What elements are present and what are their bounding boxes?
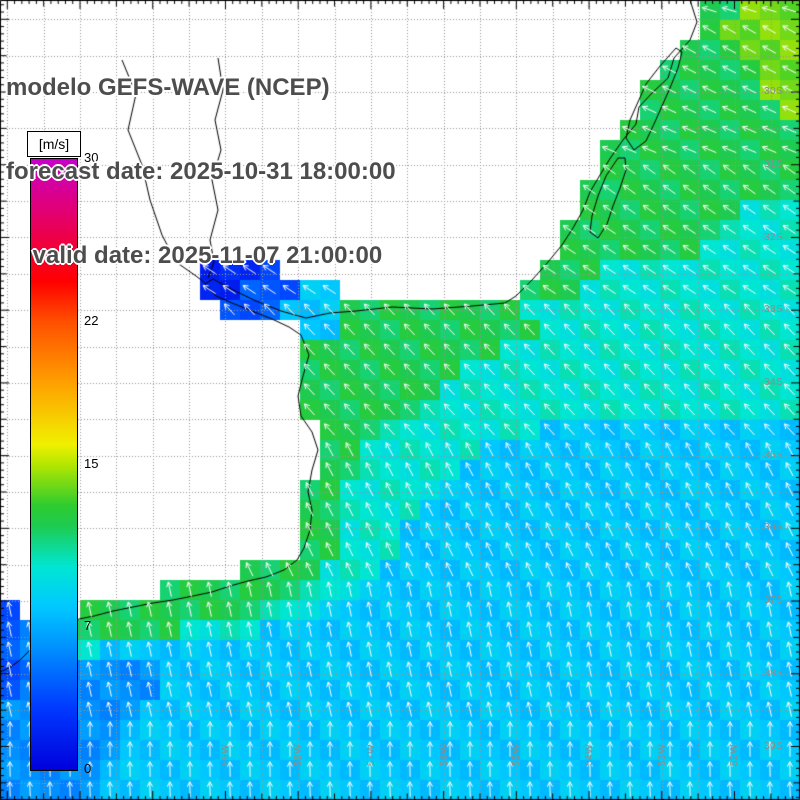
- latitude-label: 36S: [764, 522, 784, 533]
- longitude-label: 53W: [656, 743, 668, 767]
- longitude-label: 57W: [365, 743, 377, 767]
- longitude-label: 54W: [583, 743, 595, 767]
- title-block: modelo GEFS-WAVE (NCEP) forecast date: 2…: [6, 18, 396, 326]
- longitude-label: 56W: [438, 743, 450, 767]
- valid-date-line: valid date: 2025-11-07 21:00:00: [6, 242, 383, 269]
- longitude-label: 52W: [728, 743, 740, 767]
- model-title: modelo GEFS-WAVE (NCEP): [6, 74, 330, 101]
- colorbar-unit-label: [m/s]: [27, 131, 81, 157]
- latitude-label: 31S: [764, 159, 784, 170]
- latitude-label: 33S: [764, 304, 784, 315]
- latitude-label: 35S: [764, 450, 784, 461]
- latitude-label: 34S: [764, 377, 784, 388]
- latitude-label: 38S: [764, 668, 784, 679]
- colorbar-tick-label: 7: [84, 618, 92, 634]
- colorbar-tick-label: 15: [84, 455, 99, 471]
- latitude-label: 32S: [764, 232, 784, 243]
- colorbar-tick-label: 22: [84, 312, 99, 328]
- colorbar-tick-label: 30: [84, 150, 99, 165]
- colorbar: [30, 158, 78, 771]
- latitude-label: 39S: [764, 741, 784, 752]
- longitude-label: 59W: [219, 743, 231, 767]
- colorbar-tick-label: 0: [84, 761, 92, 776]
- longitude-label: 55W: [510, 743, 522, 767]
- longitude-label: 58W: [292, 743, 304, 767]
- latitude-label: 37S: [764, 595, 784, 606]
- latitude-label: 30S: [764, 86, 784, 97]
- forecast-date-line: forecast date: 2025-10-31 18:00:00: [6, 158, 396, 185]
